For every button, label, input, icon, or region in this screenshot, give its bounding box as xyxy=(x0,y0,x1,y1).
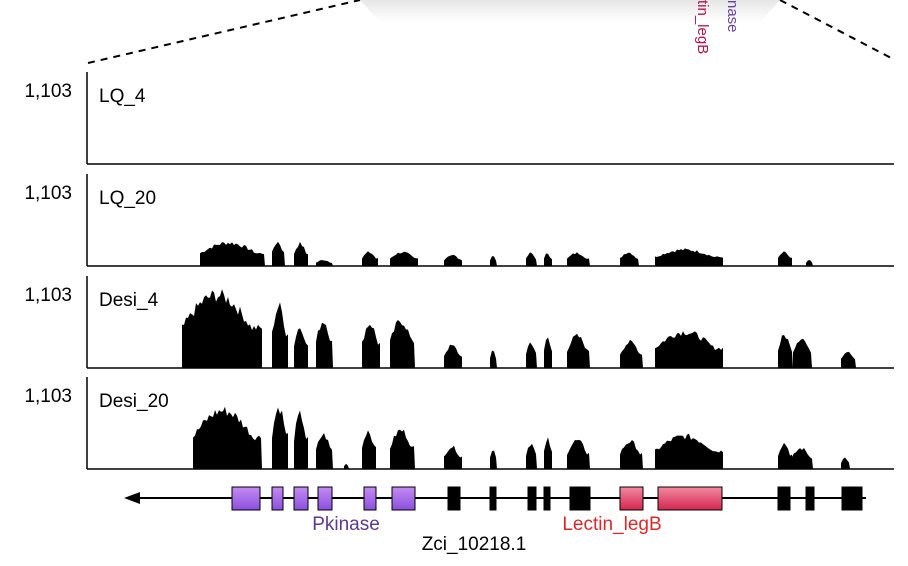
gene-name-label: Zci_10218.1 xyxy=(422,534,527,555)
exon-lectin_legb xyxy=(657,486,723,511)
coverage-block xyxy=(567,333,590,368)
track-name-label: LQ_4 xyxy=(99,86,146,107)
exon-pkinase xyxy=(391,486,416,511)
exon xyxy=(569,486,591,511)
exon-pkinase xyxy=(271,486,284,511)
coverage-block xyxy=(490,256,497,266)
zoom-header-shade xyxy=(360,0,780,22)
track-lq-4: 1,103 LQ_4 xyxy=(24,72,894,165)
coverage-block xyxy=(390,251,418,266)
coverage-block xyxy=(841,457,850,469)
coverage-block xyxy=(390,320,415,368)
coverage-block xyxy=(792,448,813,469)
coverage-block xyxy=(841,351,856,368)
gene-model: Pkinase Lectin_legB Zci_10218.1 xyxy=(124,486,866,555)
coverage-block xyxy=(655,331,723,368)
coverage-block xyxy=(778,442,792,469)
exon xyxy=(447,486,461,511)
coverage-block xyxy=(362,251,378,266)
exon xyxy=(805,486,815,511)
coverage-block xyxy=(655,433,723,469)
zoom-line-right xyxy=(779,0,896,61)
track-name-label: Desi_4 xyxy=(99,290,159,311)
coverage-block xyxy=(490,350,497,368)
coverage-block xyxy=(193,406,262,469)
coverage-block xyxy=(620,252,639,266)
coverage-block xyxy=(272,407,288,469)
zoom-header: tin_legB nase xyxy=(87,0,896,64)
coverage-block xyxy=(294,241,308,266)
domain-label-pkinase: Pkinase xyxy=(312,514,380,535)
exon xyxy=(527,486,537,511)
exon-pkinase xyxy=(293,486,309,511)
exon-pkinase xyxy=(231,486,261,511)
coverage-tracks: 1,103 LQ_4 1,103 LQ_20 1,103 Desi_4 1,103 Desi_… xyxy=(24,72,894,470)
coverage-block xyxy=(526,443,537,469)
exon-pkinase xyxy=(363,486,377,511)
exon-lectin_legb xyxy=(619,486,644,511)
coverage-block xyxy=(444,445,462,469)
coverage-block xyxy=(272,302,288,368)
track-desi-4: 1,103 Desi_4 xyxy=(24,276,894,369)
coverage-block xyxy=(544,437,552,469)
coverage-block xyxy=(526,342,537,368)
track-desi-20: 1,103 Desi_20 xyxy=(24,377,894,470)
exon-group xyxy=(231,486,863,511)
coverage-block xyxy=(294,410,308,469)
coverage-block xyxy=(182,289,262,368)
coverage-block xyxy=(620,339,643,368)
gene-direction-arrow-icon xyxy=(124,492,140,504)
zoom-line-left xyxy=(87,0,361,64)
track-ymax-label: 1,103 xyxy=(24,285,72,306)
coverage-block xyxy=(316,322,333,368)
coverage-block xyxy=(567,439,590,469)
coverage-block xyxy=(316,433,333,469)
track-ymax-label: 1,103 xyxy=(24,386,72,407)
coverage-block xyxy=(655,248,723,266)
exon xyxy=(777,486,791,511)
coverage-block xyxy=(793,338,812,368)
coverage-block xyxy=(778,251,792,266)
coverage-block xyxy=(444,255,462,266)
exon xyxy=(543,486,551,511)
top-fragment-kinase-label: nase xyxy=(724,0,741,33)
coverage-block xyxy=(444,344,462,368)
track-name-label: LQ_20 xyxy=(99,188,156,209)
top-fragment-lectin-label: tin_legB xyxy=(694,0,711,54)
coverage-block xyxy=(272,241,285,266)
track-ymax-label: 1,103 xyxy=(24,81,72,102)
coverage-block xyxy=(490,450,497,469)
coverage-block xyxy=(316,260,333,266)
coverage-block xyxy=(390,429,415,469)
coverage-block xyxy=(778,335,793,368)
coverage-block xyxy=(567,252,590,266)
coverage-block xyxy=(200,242,265,266)
coverage-block xyxy=(294,328,308,368)
coverage-block xyxy=(344,463,349,469)
coverage-block xyxy=(544,337,552,368)
domain-label-lectin: Lectin_legB xyxy=(562,514,661,535)
track-lq-20: 1,103 LQ_20 xyxy=(24,174,894,267)
coverage-block xyxy=(544,253,552,266)
exon xyxy=(841,486,863,511)
track-name-label: Desi_20 xyxy=(99,391,169,412)
exon-pkinase xyxy=(317,486,333,511)
track-ymax-label: 1,103 xyxy=(24,183,72,204)
coverage-block xyxy=(362,430,376,469)
coverage-block xyxy=(806,260,813,266)
coverage-block xyxy=(362,324,380,368)
coverage-block xyxy=(526,252,537,266)
exon xyxy=(489,486,497,511)
coverage-block xyxy=(620,440,643,469)
